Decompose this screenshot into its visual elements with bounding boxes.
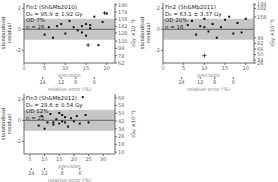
svg-text:30: 30 [100, 156, 106, 162]
svg-text:relative error (%): relative error (%) [187, 86, 230, 91]
svg-text:82: 82 [257, 40, 264, 47]
svg-text:62: 62 [118, 60, 124, 66]
html-text:Fin2 (Sh&Mb2011): Fin2 (Sh&Mb2011) [165, 4, 216, 10]
html-text:(Gy ×10⁻²): (Gy ×10⁻²) [269, 19, 275, 47]
svg-text:78: 78 [118, 53, 124, 59]
svg-text:142: 142 [118, 23, 128, 29]
html-text:OD 7%: OD 7% [26, 17, 45, 23]
svg-text:174: 174 [118, 9, 128, 15]
svg-text:6: 6 [93, 79, 96, 85]
svg-text:66: 66 [118, 95, 124, 101]
svg-text:50: 50 [118, 110, 124, 116]
svg-text:24: 24 [178, 79, 184, 85]
svg-text:0: 0 [161, 65, 164, 71]
svg-text:24: 24 [39, 79, 45, 85]
svg-text:5: 5 [182, 65, 185, 71]
html-text:n = 26: n = 26 [26, 23, 45, 30]
svg-text:0: 0 [22, 65, 25, 71]
svg-text:0: 0 [18, 26, 21, 32]
svg-text:precision: precision [58, 163, 81, 169]
svg-text:6: 6 [78, 170, 81, 176]
html-text:Fin1 (Sh&Mb2010): Fin1 (Sh&Mb2010) [26, 4, 77, 10]
svg-text:15: 15 [222, 65, 228, 71]
svg-text:15: 15 [56, 156, 62, 162]
svg-text:6: 6 [232, 79, 235, 85]
svg-text:190: 190 [118, 2, 128, 8]
svg-text:10: 10 [62, 65, 68, 71]
svg-text:24: 24 [28, 170, 34, 176]
svg-text:42: 42 [118, 118, 124, 124]
svg-text:0: 0 [18, 117, 21, 123]
html-text:D₀ = 95.9 ± 1.92 Gy: D₀ = 95.9 ± 1.92 Gy [26, 10, 83, 17]
html-text:(Gy ×10⁻²): (Gy ×10⁻²) [130, 19, 136, 47]
html-text:standardised residual: standardised residual [0, 16, 12, 50]
svg-text:5: 5 [28, 156, 31, 162]
html-text:D₀ = 28.6 ± 0.54 Gy: D₀ = 28.6 ± 0.54 Gy [26, 101, 83, 108]
svg-text:precision: precision [197, 72, 220, 78]
svg-text:-2: -2 [16, 47, 21, 53]
svg-text:2: 2 [157, 5, 160, 11]
svg-text:15: 15 [83, 65, 89, 71]
html-text:Fin3 (Sh&Mb2012): Fin3 (Sh&Mb2012) [26, 95, 77, 101]
svg-text:-2: -2 [155, 47, 160, 53]
svg-text:10: 10 [41, 156, 47, 162]
svg-text:158: 158 [118, 16, 128, 22]
svg-text:128: 128 [118, 30, 128, 36]
svg-text:20: 20 [71, 156, 77, 162]
html-text:OD 12%: OD 12% [26, 108, 49, 114]
svg-text:8: 8 [61, 170, 64, 176]
html-text:n = 16: n = 16 [165, 23, 184, 30]
svg-text:12: 12 [197, 79, 203, 85]
svg-text:0: 0 [157, 26, 160, 32]
svg-text:12: 12 [58, 79, 64, 85]
svg-text:10: 10 [118, 149, 124, 155]
svg-text:2: 2 [18, 5, 21, 11]
svg-text:98: 98 [257, 34, 264, 41]
svg-text:-2: -2 [16, 138, 21, 144]
svg-text:94: 94 [118, 45, 124, 51]
html-text:(Gy ×10⁻²): (Gy ×10⁻²) [130, 110, 136, 138]
svg-text:158: 158 [257, 14, 267, 20]
svg-text:110: 110 [118, 38, 128, 44]
html-text:standardised residual: standardised residual [139, 16, 151, 50]
svg-text:precision: precision [58, 72, 81, 78]
svg-text:10: 10 [201, 65, 207, 71]
html-text:D₀ = 63.1 ± 3.37 Gy: D₀ = 63.1 ± 3.37 Gy [165, 10, 222, 17]
svg-text:50: 50 [257, 51, 264, 58]
svg-text:182: 182 [257, 5, 267, 11]
svg-text:25: 25 [85, 156, 91, 162]
svg-text:34: 34 [118, 126, 124, 132]
svg-text:5: 5 [43, 65, 46, 71]
html-text:standardised residual: standardised residual [0, 107, 12, 141]
svg-text:relative error (%): relative error (%) [48, 86, 91, 91]
svg-text:20: 20 [104, 65, 110, 71]
html-text:n = 22: n = 22 [26, 114, 45, 121]
svg-text:66: 66 [257, 45, 264, 52]
svg-text:20: 20 [243, 65, 249, 71]
svg-text:relative error (%): relative error (%) [48, 177, 91, 182]
svg-text:2: 2 [18, 96, 21, 102]
svg-text:12: 12 [41, 170, 47, 176]
svg-text:26: 26 [118, 133, 124, 139]
svg-text:8: 8 [74, 79, 77, 85]
svg-text:58: 58 [118, 102, 124, 108]
svg-text:18: 18 [118, 141, 124, 147]
svg-text:194: 194 [257, 1, 267, 8]
svg-text:8: 8 [213, 79, 216, 85]
svg-text:26: 26 [257, 60, 263, 66]
html-text:OD 20%: OD 20% [165, 17, 188, 23]
